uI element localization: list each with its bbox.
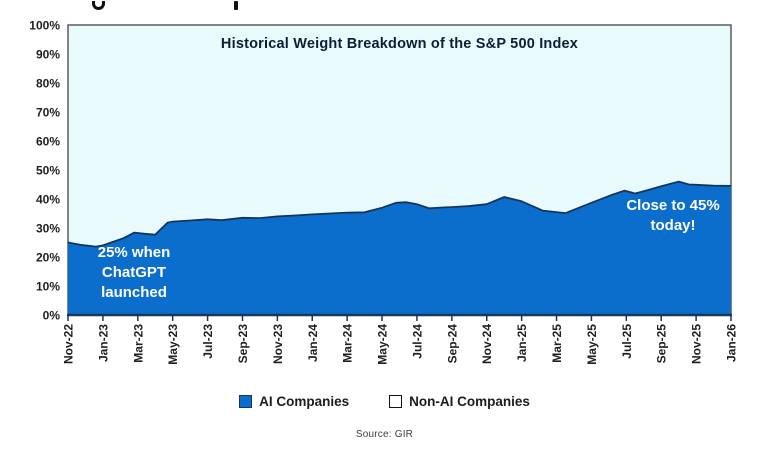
annotation-line: 25% when (97, 244, 171, 261)
x-axis-label: Sep-23 (236, 324, 250, 364)
chart-legend: AI Companies Non-AI Companies (0, 394, 769, 409)
x-axis-label: Jan-23 (96, 324, 110, 362)
cropped-headline-fragment-icon (234, 1, 238, 10)
x-axis-label: Jan-24 (306, 324, 320, 362)
y-axis-label: 70% (36, 106, 60, 120)
legend-item-non-ai-companies: Non-AI Companies (389, 394, 530, 409)
x-axis-label: Jan-26 (725, 324, 739, 362)
x-axis-label: Nov-25 (690, 324, 704, 364)
y-axis-label: 90% (36, 48, 60, 62)
x-axis-label: Jul-23 (201, 324, 215, 359)
x-axis-label: Nov-23 (271, 324, 285, 364)
annotation-line: launched (101, 284, 167, 301)
chart-title: Historical Weight Breakdown of the S&P 5… (220, 36, 579, 52)
x-axis-label: May-24 (376, 324, 390, 365)
y-axis-label: 50% (36, 164, 60, 178)
annotation-line: ChatGPT (101, 264, 167, 281)
y-axis-label: 100% (29, 19, 60, 33)
legend-label: AI Companies (259, 394, 350, 409)
legend-label: Non-AI Companies (409, 394, 530, 409)
y-axis-label: 80% (36, 77, 60, 91)
x-axis-label: Nov-24 (480, 324, 494, 364)
ai-companies-area-series (68, 181, 731, 315)
y-axis-label: 0% (43, 309, 61, 323)
x-axis-label: Jul-24 (410, 324, 424, 359)
x-axis-label: Jul-25 (620, 324, 634, 359)
y-axis-label: 20% (36, 251, 60, 265)
annotation-line: Close to 45% (626, 197, 720, 214)
legend-item-ai-companies: AI Companies (239, 394, 349, 409)
x-axis-label: Mar-25 (550, 324, 564, 363)
x-axis-label: May-25 (585, 324, 599, 365)
cropped-headline-fragment-icon (92, 1, 105, 10)
y-axis-label: 30% (36, 222, 60, 236)
source-attribution: Source: GIR (355, 429, 414, 440)
y-axis-label: 10% (36, 280, 60, 294)
x-axis-label: Sep-24 (445, 324, 459, 364)
legend-swatch-outlined-icon (389, 395, 403, 408)
annotation-close-to-45: Close to 45% today! (598, 196, 748, 236)
legend-swatch-filled-icon (239, 395, 253, 408)
x-axis-label: Mar-23 (131, 324, 145, 363)
annotation-chatgpt-launch: 25% when ChatGPT launched (70, 243, 198, 303)
y-axis-label: 40% (36, 193, 60, 207)
x-axis-label: Jan-25 (515, 324, 529, 362)
x-axis-label: May-23 (166, 324, 180, 365)
annotation-line: today! (650, 217, 696, 234)
y-axis-label: 60% (36, 135, 60, 149)
x-axis-label: Nov-22 (62, 324, 76, 364)
series-boundary-line (67, 180, 732, 248)
x-axis-label: Sep-25 (655, 324, 669, 364)
x-axis-label: Mar-24 (341, 324, 355, 363)
